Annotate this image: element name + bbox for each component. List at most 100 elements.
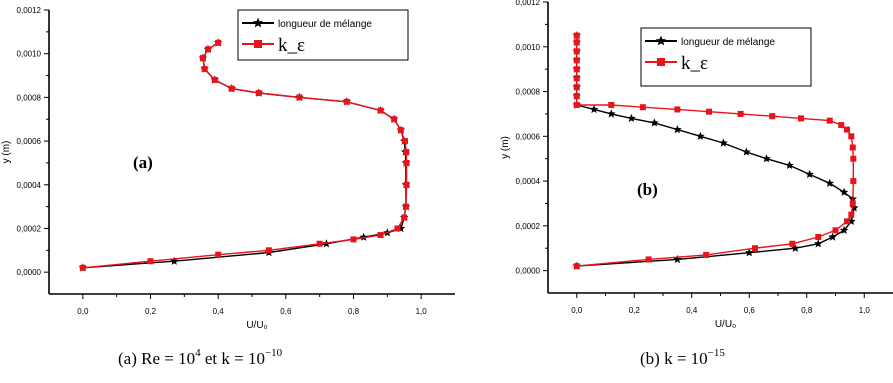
series-2-point [215,251,222,258]
series-1-point [814,239,823,248]
x-tick-label: 0,6 [280,307,292,316]
series-2-point [201,65,208,72]
series-line-2 [82,42,408,269]
y-tick-label: 0,0004 [516,177,541,186]
series-2-point [573,48,580,55]
series-2-point [573,101,580,108]
series-2-point [215,39,222,46]
legend-swatch-marker [657,58,665,66]
series-2-point [377,232,384,239]
series-2-point [674,106,681,113]
series-1-point [745,248,754,257]
series-2-point [573,263,580,270]
series-2-point [350,236,357,243]
y-tick-label: 0,0002 [516,222,541,231]
caption-b: (b) k = 10−15 [640,347,725,368]
series-2-point [608,101,615,108]
x-tick-label: 0,8 [801,306,813,315]
series-1-point [650,118,659,127]
series-2-point [848,133,855,140]
series-2-point [403,159,410,166]
series-1-point [828,232,837,241]
series-2-point [377,107,384,114]
x-tick-label: 0,8 [348,307,360,316]
legend: longueur de mélange k_ε [640,27,812,87]
y-tick-label: 0,0010 [17,50,42,59]
legend-box [237,9,409,61]
caption-a: (a) Re = 104 et k = 10−10 [118,347,283,368]
series-1-point [673,254,682,264]
series-2-point [737,110,744,117]
series-2-point [849,144,856,151]
series-2-point [573,39,580,46]
series-2-point [147,258,154,265]
series-2-point [832,227,839,234]
series-2-point [228,85,235,92]
legend: longueur de mélange k_ε [237,9,409,61]
series-1-point [825,178,834,187]
series-2-point [255,90,262,97]
series-2-point [401,138,408,145]
y-tick-label: 0,0008 [516,88,541,97]
series-2-point [573,32,580,39]
series-2-point [79,264,86,271]
series-1-point [762,154,771,163]
y-tick-label: 0,0006 [17,137,42,146]
x-tick-label: 1,0 [859,306,871,315]
series-2-point [639,104,646,111]
y-tick-label: 0,0012 [17,6,42,15]
series-1-point [607,109,616,118]
series-2-point [844,218,850,225]
x-tick-label: 0,4 [213,307,225,316]
series-1-point [673,125,682,134]
y-axis-label: y (m) [1,141,12,164]
series-2-point [205,46,212,53]
series-1-point [742,147,751,156]
chart-b: 0,0 0,2 0,4 0,6 0,8 1,0 0,0000 0,0002 0,0004 0,00… [500,0,893,330]
series-1-point [839,225,849,234]
series-2-point [316,240,323,247]
series-2-point [850,155,857,162]
series-1-point [396,224,406,233]
y-tick-label: 0,0012 [516,0,541,7]
series-2-point [849,200,856,207]
y-tick-label: 0,0008 [17,93,42,102]
series-2-point [402,203,409,210]
legend-label: k_ε [278,35,305,56]
series-2-point [752,245,758,252]
series-2-point [826,117,833,124]
series-2-point [391,116,398,123]
legend-swatch-marker [655,35,667,46]
x-tick-label: 0,0 [571,306,583,315]
series-2-point [645,256,652,263]
x-tick-label: 0,0 [77,307,89,316]
y-axis-label: y (m) [500,136,511,159]
x-axis-label: U/U₀ [246,320,267,331]
y-tick-label: 0,0006 [516,132,541,141]
series-2-point [211,76,218,83]
series-2-point [844,126,850,133]
series-2-point [769,113,776,120]
x-tick-label: 0,6 [744,306,756,315]
x-tick-label: 0,4 [686,306,698,315]
series-2-point [394,225,401,232]
series-2-point [573,57,580,64]
caption-b-prefix: (b) k = 10 [640,349,708,368]
series-2-point [199,55,206,62]
series-1-point [791,243,800,252]
series-2-point [403,149,410,155]
series-1-point [847,216,856,225]
captions: (a) Re = 104 et k = 10−10 (b) k = 10−15 [118,347,725,368]
legend-label: longueur de mélange [278,19,372,30]
series-2-point [789,240,796,247]
panel-label-a: (a) [133,153,153,172]
legend-swatch-marker [254,40,262,48]
series-2-point [296,94,303,101]
series-2-point [265,247,272,254]
x-tick-label: 0,2 [145,307,157,316]
y-tick-label: 0,0000 [516,267,541,276]
y-tick-label: 0,0010 [516,43,541,52]
caption-a-middle: et k = 10 [201,349,265,368]
series-2-point [343,98,350,105]
